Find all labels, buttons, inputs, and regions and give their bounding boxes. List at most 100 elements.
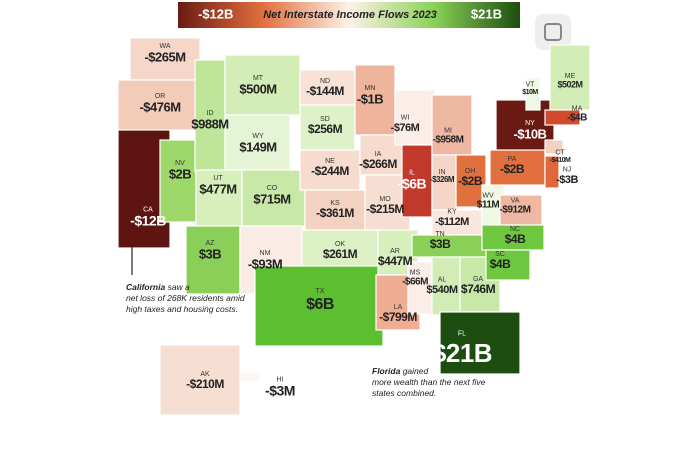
state-abbr: TN [435, 231, 444, 238]
state-abbr: NV [175, 160, 185, 167]
state-abbr: OH [465, 168, 476, 175]
state-value: -$2B [458, 174, 483, 188]
state-value: -$144M [306, 84, 344, 98]
state-value: -$958M [433, 135, 464, 146]
state-abbr: KY [447, 209, 457, 216]
state-value: $3B [430, 237, 451, 251]
state-value: $540M [426, 284, 457, 296]
state-value: -$410M [550, 157, 571, 164]
state-shape [499, 194, 543, 226]
state-abbr: MN [365, 85, 376, 92]
state-value: $6B [306, 296, 334, 313]
state-shape [254, 265, 384, 347]
note-line: high taxes and housing costs. [126, 304, 238, 314]
state-shape [544, 139, 564, 155]
state-abbr: AL [438, 277, 447, 284]
state-shape [485, 249, 531, 281]
state-shape [431, 154, 457, 211]
legend-title: Net Interstate Income Flows 2023 [263, 9, 437, 21]
state-abbr: MO [379, 196, 391, 203]
state-value: $715M [253, 191, 290, 206]
note-line: gained [400, 366, 428, 376]
state-abbr: VT [526, 82, 536, 89]
state-shape [299, 104, 356, 151]
state-abbr: WA [159, 43, 170, 50]
state-value: -$1B [357, 91, 383, 106]
state-value: -$266M [359, 157, 397, 171]
state-value: -$93M [248, 256, 282, 271]
state-value: -$799M [379, 310, 417, 324]
state-value: $4B [490, 257, 511, 271]
state-shape [239, 371, 261, 383]
state-abbr: NE [325, 158, 335, 165]
state-value: -$215M [366, 202, 404, 216]
state-shape [224, 54, 301, 116]
state-abbr: AR [390, 248, 400, 255]
state-value: $10M [522, 89, 538, 96]
state-shape [481, 224, 545, 251]
state-shape [195, 169, 243, 227]
state-shape [525, 77, 541, 111]
state-value: $447M [378, 254, 413, 268]
state-abbr: MS [410, 269, 421, 276]
state-abbr: HI [277, 376, 284, 383]
state-value: -$12B [130, 213, 166, 229]
state-abbr: MA [572, 105, 583, 112]
state-shape [439, 311, 521, 375]
state-abbr: WI [401, 115, 410, 122]
note-line: more wealth than the next five [372, 377, 486, 387]
state-abbr: NY [525, 120, 535, 127]
note-text: saw a net loss of 268K residents amid high… [126, 282, 245, 314]
state-shape [241, 169, 306, 227]
state-value: -$3B [556, 174, 578, 186]
state-abbr: SC [495, 251, 505, 258]
state-shape [159, 344, 241, 416]
note-line: saw a [165, 282, 190, 292]
state-abbr: OK [335, 241, 345, 248]
state-value: -$2B [500, 162, 525, 176]
state-shape [354, 64, 396, 136]
state-abbr: WV [482, 192, 494, 199]
state-value: $502M [557, 79, 582, 89]
state-value: $11M [477, 200, 500, 211]
state-shape [194, 59, 226, 173]
state-value: $21B [432, 338, 492, 368]
state-abbr: ME [565, 73, 576, 80]
state-value: $746M [461, 282, 496, 296]
state-value: $4B [505, 232, 526, 246]
state-value: -$244M [311, 164, 349, 178]
scan-icon[interactable] [535, 14, 571, 50]
state-value: $500M [239, 81, 276, 96]
state-value: -$76M [391, 122, 420, 134]
state-value: $256M [308, 122, 343, 136]
state-abbr: ND [320, 78, 330, 85]
state-value: -$265M [144, 49, 185, 64]
state-abbr: LA [394, 304, 403, 311]
state-value: $3B [199, 246, 221, 261]
state-shape [489, 149, 546, 186]
state-value: -$112M [435, 216, 469, 228]
state-shape [431, 94, 473, 156]
state-abbr: CT [555, 150, 565, 157]
state-abbr: AK [200, 371, 210, 378]
state-shape [495, 99, 555, 151]
state-abbr: IL [409, 169, 415, 176]
state-shape [549, 44, 591, 111]
state-shape [299, 69, 356, 106]
state-value: $149M [239, 139, 276, 154]
state-abbr: UT [213, 175, 223, 182]
note-line: net loss of 268K residents amid [126, 293, 245, 303]
state-abbr: MT [253, 75, 264, 82]
legend-max: $21B [471, 6, 502, 21]
state-value: $988M [191, 116, 228, 131]
state-shape [224, 114, 291, 171]
state-value: -$476M [139, 99, 180, 114]
state-shape [394, 89, 436, 146]
state-value: $261M [323, 247, 358, 261]
state-abbr: NJ [563, 167, 572, 174]
legend-bar [178, 2, 520, 28]
state-shape [544, 155, 560, 189]
state-abbr: OR [155, 93, 166, 100]
state-value: -$3M [265, 383, 295, 399]
